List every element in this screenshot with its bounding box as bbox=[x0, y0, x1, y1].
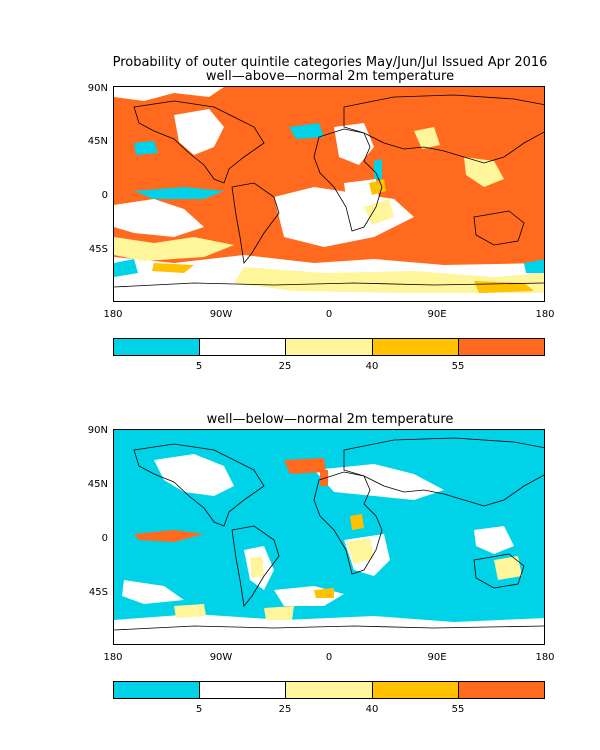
map-subtitle-above: well—above—normal 2m temperature bbox=[205, 69, 455, 84]
lon-label-90w-b: 90W bbox=[209, 652, 233, 663]
page-title: Probability of outer quintile categories… bbox=[112, 55, 548, 70]
lon-label-180-left: 180 bbox=[103, 309, 123, 320]
map-well-above-normal bbox=[113, 86, 545, 302]
colorbar-label-55-b: 55 bbox=[451, 704, 465, 715]
colorbar-bin-55-plus-b bbox=[457, 682, 545, 698]
colorbar-bin-40-55 bbox=[371, 339, 458, 355]
colorbar-bin-25-40-b bbox=[285, 682, 372, 698]
colorbar-bin-40-55-b bbox=[371, 682, 458, 698]
colorbar-bin-5-25-b bbox=[199, 682, 286, 698]
colorbar-bin-5-25 bbox=[199, 339, 286, 355]
lat-label-90n: 90N bbox=[87, 83, 108, 94]
lat-label-90n-b: 90N bbox=[87, 425, 108, 436]
lat-label-45n: 45N bbox=[87, 136, 108, 147]
colorbar-label-25: 25 bbox=[278, 361, 292, 372]
map-subtitle-below: well—below—normal 2m temperature bbox=[206, 412, 454, 427]
colorbar-label-5-b: 5 bbox=[195, 704, 203, 715]
colorbar-bin-0-5 bbox=[114, 339, 200, 355]
lat-label-0: 0 bbox=[101, 190, 108, 201]
lon-label-90e: 90E bbox=[427, 309, 447, 320]
lon-label-180-right: 180 bbox=[535, 309, 555, 320]
lat-label-0-b: 0 bbox=[101, 533, 108, 544]
colorbar-label-40: 40 bbox=[365, 361, 379, 372]
lat-label-45s-b: 45S bbox=[88, 587, 108, 598]
lat-label-45s: 45S bbox=[88, 244, 108, 255]
colorbar-label-25-b: 25 bbox=[278, 704, 292, 715]
map-well-below-normal bbox=[113, 429, 545, 645]
map-below-svg bbox=[114, 430, 544, 644]
colorbar-label-40-b: 40 bbox=[365, 704, 379, 715]
map-above-svg bbox=[114, 87, 544, 301]
lon-label-0-b: 0 bbox=[325, 652, 333, 663]
colorbar-below bbox=[113, 681, 545, 699]
lat-label-45n-b: 45N bbox=[87, 479, 108, 490]
colorbar-label-5: 5 bbox=[195, 361, 203, 372]
lon-label-180-right-b: 180 bbox=[535, 652, 555, 663]
lon-label-180-left-b: 180 bbox=[103, 652, 123, 663]
colorbar-above bbox=[113, 338, 545, 356]
colorbar-bin-0-5-b bbox=[114, 682, 200, 698]
coastlines-b bbox=[114, 437, 544, 631]
colorbar-bin-25-40 bbox=[285, 339, 372, 355]
lon-label-0: 0 bbox=[325, 309, 333, 320]
coastlines bbox=[114, 94, 544, 288]
lon-label-90e-b: 90E bbox=[427, 652, 447, 663]
colorbar-bin-55-plus bbox=[457, 339, 545, 355]
lon-label-90w: 90W bbox=[209, 309, 233, 320]
colorbar-label-55: 55 bbox=[451, 361, 465, 372]
